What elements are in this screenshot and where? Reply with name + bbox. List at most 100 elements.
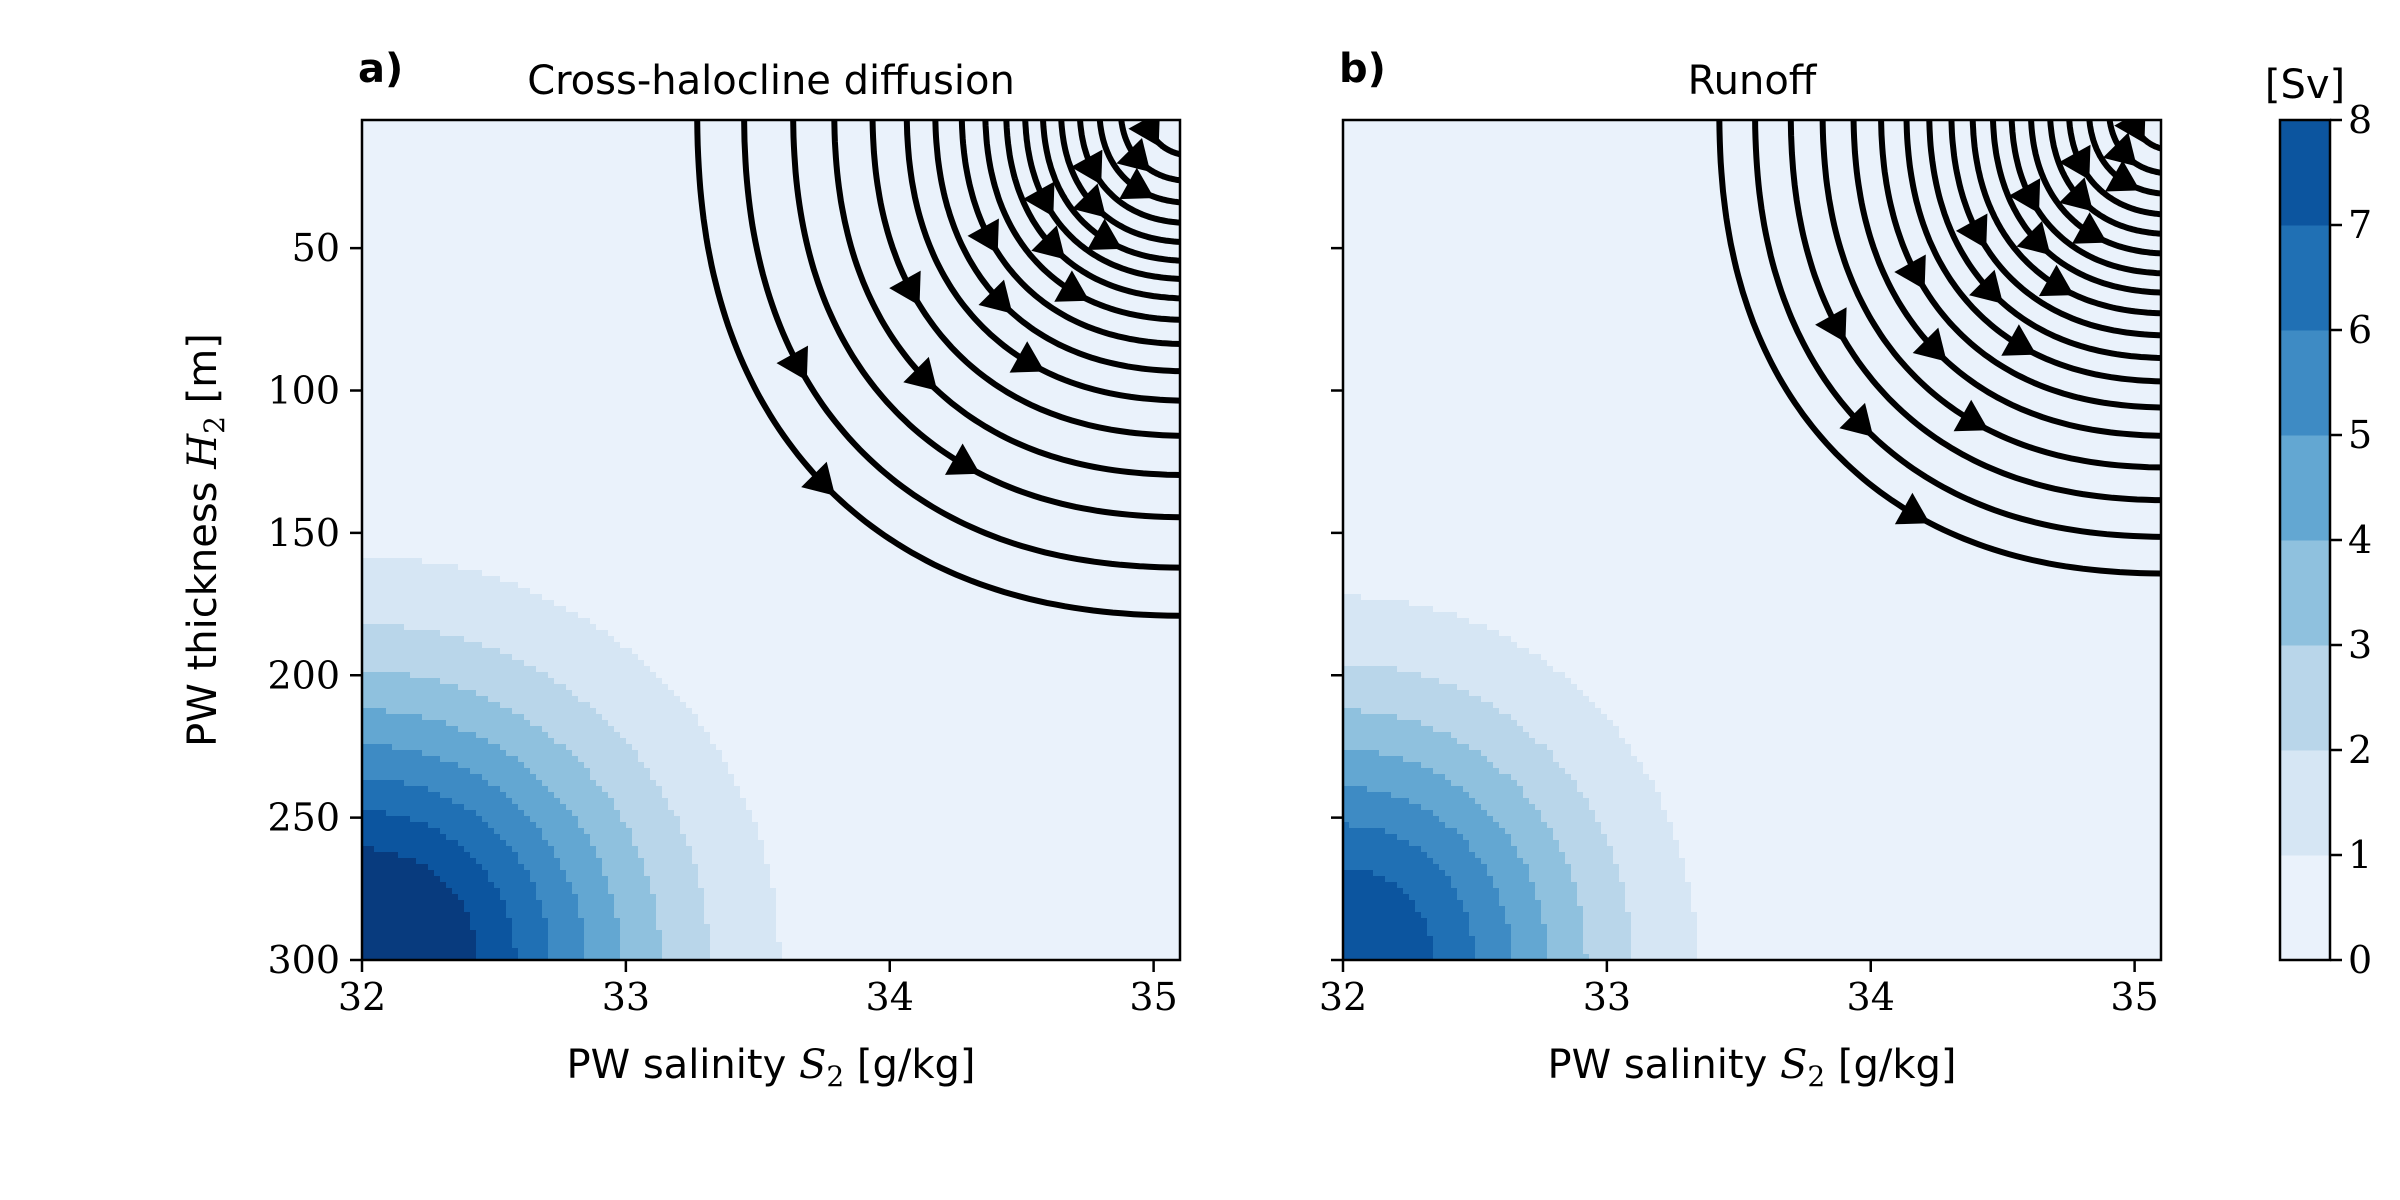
contour-cell	[950, 198, 957, 205]
contour-cell	[614, 336, 621, 343]
contour-cell	[1070, 126, 1077, 133]
contour-cell	[1034, 156, 1041, 163]
contour-cell	[656, 216, 663, 223]
contour-cell	[854, 162, 861, 169]
contour-cell	[554, 276, 561, 283]
contour-cell	[590, 318, 597, 325]
contour-cell	[680, 252, 687, 259]
contour-cell	[602, 156, 609, 163]
contour-cell	[752, 156, 759, 163]
contour-cell	[602, 168, 609, 175]
contour-cell	[884, 180, 891, 187]
contour-cell	[452, 276, 459, 283]
contour-cell	[488, 234, 495, 241]
contour-cell	[566, 216, 573, 223]
contour-cell	[620, 228, 627, 235]
contour-cell	[422, 204, 429, 211]
contour-cell	[422, 330, 429, 337]
contour-cell	[422, 228, 429, 235]
contour-cell	[944, 294, 951, 301]
contour-cell	[566, 168, 573, 175]
contour-cell	[782, 234, 789, 241]
contour-cell	[1046, 282, 1053, 289]
contour-cell	[896, 162, 903, 169]
contour-cell	[788, 246, 795, 253]
contour-cell	[566, 294, 573, 301]
contour-cell	[848, 174, 855, 181]
contour-cell	[620, 144, 627, 151]
contour-cell	[452, 180, 459, 187]
contour-cell	[470, 210, 477, 217]
contour-cell	[806, 282, 813, 289]
contour-cell	[572, 252, 579, 259]
contour-cell	[1160, 300, 1167, 307]
contour-cell	[518, 180, 525, 187]
contour-cell	[470, 138, 477, 145]
contour-cell	[488, 228, 495, 235]
contour-cell	[440, 204, 447, 211]
contour-cell	[746, 324, 753, 331]
contour-cell	[908, 204, 915, 211]
contour-cell	[482, 186, 489, 193]
contour-cell	[410, 156, 417, 163]
contour-cell	[614, 198, 621, 205]
contour-cell	[800, 258, 807, 265]
contour-cell	[650, 336, 657, 343]
contour-cell	[596, 276, 603, 283]
contour-cell	[632, 270, 639, 277]
contour-cell	[524, 186, 531, 193]
contour-cell	[866, 204, 873, 211]
contour-cell	[824, 234, 831, 241]
contour-cell	[584, 222, 591, 229]
contour-cell	[1112, 318, 1119, 325]
contour-cell	[524, 174, 531, 181]
contour-cell	[782, 222, 789, 229]
contour-cell	[950, 126, 957, 133]
contour-cell	[890, 162, 897, 169]
contour-cell	[602, 186, 609, 193]
contour-cell	[686, 288, 693, 295]
contour-cell	[584, 306, 591, 313]
contour-cell	[782, 144, 789, 151]
contour-cell	[866, 174, 873, 181]
contour-cell	[722, 144, 729, 151]
contour-cell	[1022, 258, 1029, 265]
contour-cell	[572, 132, 579, 139]
contour-cell	[602, 222, 609, 229]
contour-cell	[830, 264, 837, 271]
contour-cell	[728, 138, 735, 145]
contour-cell	[818, 198, 825, 205]
contour-cell	[488, 282, 495, 289]
contour-cell	[608, 270, 615, 277]
contour-cell	[812, 228, 819, 235]
contour-cell	[926, 276, 933, 283]
contour-cell	[842, 270, 849, 277]
contour-cell	[1058, 330, 1065, 337]
contour-cell	[860, 192, 867, 199]
contour-cell	[968, 210, 975, 217]
contour-cell	[716, 222, 723, 229]
contour-cell	[806, 216, 813, 223]
contour-cell	[602, 300, 609, 307]
contour-cell	[632, 198, 639, 205]
contour-cell	[404, 312, 411, 319]
contour-cell	[1088, 126, 1095, 133]
contour-cell	[1082, 330, 1089, 337]
contour-cell	[716, 252, 723, 259]
contour-cell	[380, 138, 387, 145]
contour-cell	[902, 258, 909, 265]
contour-cell	[914, 162, 921, 169]
contour-cell	[1160, 210, 1167, 217]
contour-cell	[764, 180, 771, 187]
contour-cell	[560, 216, 567, 223]
contour-cell	[830, 240, 837, 247]
contour-cell	[530, 324, 537, 331]
contour-cell	[776, 162, 783, 169]
contour-cell	[932, 186, 939, 193]
contour-cell	[1142, 198, 1149, 205]
contour-cell	[524, 234, 531, 241]
contour-cell	[782, 246, 789, 253]
contour-cell	[908, 222, 915, 229]
contour-cell	[764, 258, 771, 265]
contour-cell	[956, 162, 963, 169]
